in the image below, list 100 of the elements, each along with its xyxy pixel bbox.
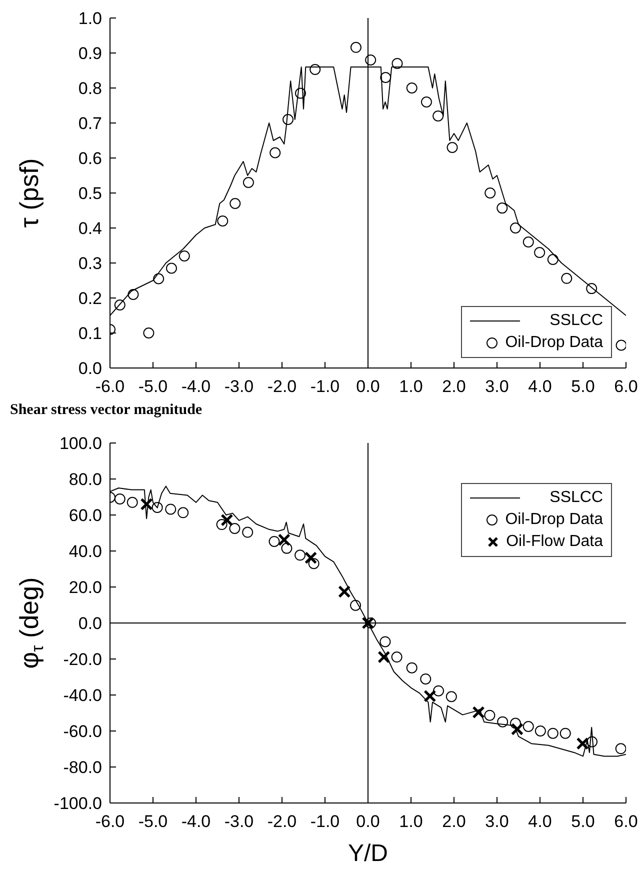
point xyxy=(547,728,558,739)
x-tick-label: -6.0 xyxy=(95,812,125,832)
y-tick-label: -20.0 xyxy=(63,650,102,670)
x-tick-label: 5.0 xyxy=(571,377,595,396)
point xyxy=(114,300,126,310)
point xyxy=(165,504,176,515)
x-tick-label: 4.0 xyxy=(528,377,552,396)
point xyxy=(484,710,496,721)
y-tick-label: 0.9 xyxy=(78,44,102,64)
legend-label: Oil-Drop Data xyxy=(505,511,603,529)
y-tick-label: 20.0 xyxy=(68,578,102,598)
point xyxy=(282,114,294,125)
point xyxy=(217,216,228,226)
y-tick-label: 0.0 xyxy=(78,359,102,378)
x-tick-label: -4.0 xyxy=(181,377,211,396)
point xyxy=(143,328,154,338)
point xyxy=(294,550,306,561)
point xyxy=(561,272,572,284)
y-tick-label: 0.5 xyxy=(78,184,102,204)
point xyxy=(576,737,589,750)
point xyxy=(406,662,418,674)
x-tick-label: -5.0 xyxy=(138,812,168,832)
x-tick-label: 2.0 xyxy=(442,812,466,832)
x-tick-label: -1.0 xyxy=(310,377,340,396)
legend-label: SSLCC xyxy=(550,312,603,330)
text: Shear stress vector magnitude xyxy=(10,402,204,419)
x-tick-label: 0.0 xyxy=(356,812,380,832)
point xyxy=(304,552,318,564)
point xyxy=(350,600,362,611)
point xyxy=(586,283,598,294)
y-tick-label: 0.4 xyxy=(78,219,102,238)
point xyxy=(114,493,126,504)
y-tick-label: 0.8 xyxy=(78,79,102,98)
y-tick-label: 0.3 xyxy=(78,254,102,274)
x-tick-label: -2.0 xyxy=(267,377,297,396)
y-tick-label: 80.0 xyxy=(68,470,102,490)
x-tick-label: 4.0 xyxy=(528,812,552,832)
x-tick-label: 6.0 xyxy=(614,377,638,396)
legend-label: Oil-Flow Data xyxy=(506,533,603,551)
y-tick-label: -80.0 xyxy=(63,758,102,778)
point xyxy=(152,502,163,513)
legend-label: Oil-Drop Data xyxy=(505,334,603,352)
x-tick-label: -2.0 xyxy=(267,812,297,832)
point xyxy=(560,728,571,739)
y-tick-label: 0.2 xyxy=(78,289,102,308)
point xyxy=(484,188,496,198)
point xyxy=(278,534,290,546)
x-tick-label: 3.0 xyxy=(485,377,509,396)
point xyxy=(270,147,281,158)
y-tick-label: 0.7 xyxy=(78,114,102,134)
point xyxy=(522,236,534,248)
point xyxy=(281,542,292,554)
x-tick-label: -6.0 xyxy=(95,377,125,396)
point xyxy=(338,585,351,598)
point xyxy=(242,526,254,538)
point xyxy=(310,64,321,75)
x-tick-label: 5.0 xyxy=(571,812,595,832)
legend-label: SSLCC xyxy=(550,489,603,507)
y-tick-label: 100.0 xyxy=(59,434,102,454)
point xyxy=(391,652,402,663)
point xyxy=(547,254,558,265)
y-tick-label: 1.0 xyxy=(78,9,102,28)
point xyxy=(229,523,240,534)
point xyxy=(420,96,432,108)
point xyxy=(268,536,280,547)
y-tick-label: 40.0 xyxy=(68,542,102,562)
point xyxy=(242,177,254,188)
x-tick-label: 2.0 xyxy=(442,377,466,396)
point xyxy=(522,721,534,732)
point xyxy=(166,262,177,274)
point xyxy=(128,289,139,300)
x-tick-label: -4.0 xyxy=(181,812,211,832)
y-tick-label: 60.0 xyxy=(68,506,102,526)
point xyxy=(406,82,418,94)
point xyxy=(472,706,485,719)
point xyxy=(378,650,390,664)
x-tick-label: 1.0 xyxy=(399,812,423,832)
point xyxy=(220,514,234,526)
point xyxy=(497,716,508,728)
point xyxy=(140,498,153,510)
x-tick-label: -3.0 xyxy=(224,812,254,832)
x-tick-label: 3.0 xyxy=(485,812,509,832)
point xyxy=(446,691,457,702)
point xyxy=(365,54,376,66)
x-tick-label: 0.0 xyxy=(356,377,380,396)
point xyxy=(615,743,626,754)
y-tick-label: 0.6 xyxy=(78,149,102,168)
point xyxy=(380,636,391,648)
x-axis-title: Y/D xyxy=(348,840,388,867)
x-tick-label: -5.0 xyxy=(138,377,168,396)
point xyxy=(534,726,546,736)
x-tick-label: -1.0 xyxy=(310,812,340,832)
y-tick-label: 0.0 xyxy=(78,614,102,634)
y-tick-label: -100.0 xyxy=(54,794,102,814)
point xyxy=(432,110,444,122)
point xyxy=(424,690,436,702)
x-tick-label: -3.0 xyxy=(224,377,254,396)
point xyxy=(230,198,241,209)
point xyxy=(126,496,138,508)
y-tick-label: -60.0 xyxy=(63,722,102,742)
